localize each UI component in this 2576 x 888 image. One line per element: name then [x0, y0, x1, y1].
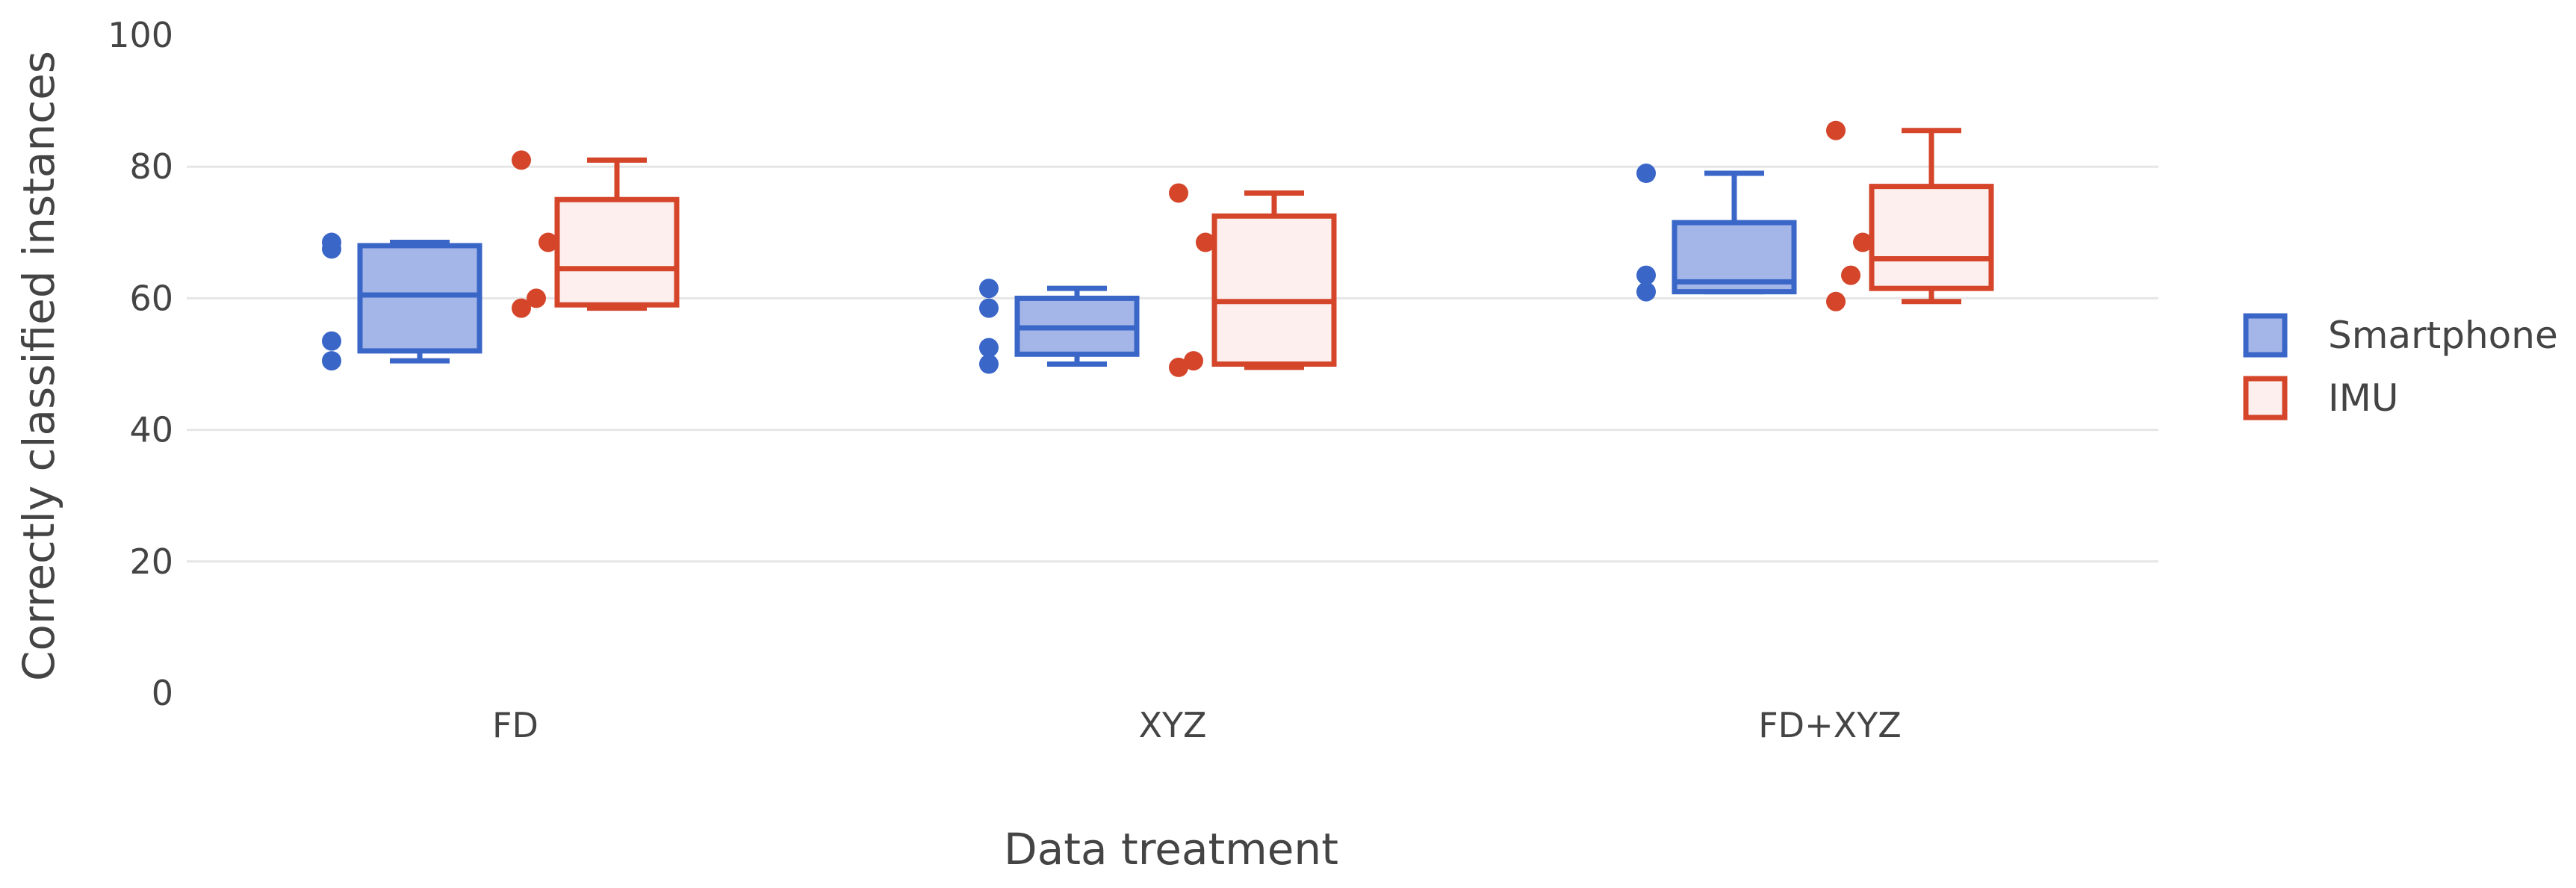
data-point	[1853, 232, 1872, 252]
legend-label: Smartphone	[2328, 314, 2558, 357]
box-imu-fd	[512, 150, 680, 318]
data-point	[979, 279, 999, 299]
data-point	[1841, 265, 1860, 285]
legend-swatch	[2243, 313, 2288, 358]
y-tick-label: 60	[129, 278, 173, 318]
data-point	[979, 338, 999, 358]
legend-swatch	[2243, 376, 2288, 420]
box-imu-fd+xyz	[1826, 120, 1994, 311]
data-point	[1196, 232, 1215, 252]
box-layer	[322, 120, 1994, 377]
data-point	[527, 288, 546, 308]
box-body	[1869, 184, 1994, 291]
data-point	[1169, 357, 1188, 377]
x-tick-label: FD	[492, 705, 539, 745]
box-smartphone-xyz	[979, 279, 1140, 374]
data-point	[322, 232, 341, 252]
box-body	[357, 243, 482, 354]
data-point	[1169, 183, 1188, 203]
data-point	[1636, 282, 1656, 302]
data-point	[1826, 291, 1846, 311]
data-point	[539, 232, 558, 252]
box-body	[554, 196, 680, 308]
y-tick-label: 40	[129, 410, 173, 450]
data-point	[979, 354, 999, 374]
data-point	[512, 150, 531, 170]
box-smartphone-fd+xyz	[1636, 164, 1797, 302]
data-point	[512, 298, 531, 318]
x-tick-label: XYZ	[1138, 705, 1206, 745]
x-tick-label: FD+XYZ	[1758, 705, 1902, 745]
data-point	[1636, 164, 1656, 184]
box-smartphone-fd	[322, 232, 482, 371]
x-axis-ticks: FD XYZ FD+XYZ	[492, 705, 1902, 745]
y-axis-ticks: 0 20 40 60 80 100	[108, 15, 173, 713]
box-body	[1211, 213, 1337, 367]
y-tick-label: 80	[129, 146, 173, 187]
data-point	[322, 351, 341, 371]
x-axis-title: Data treatment	[1004, 824, 1338, 875]
y-tick-label: 20	[129, 541, 173, 582]
legend-label: IMU	[2328, 376, 2398, 420]
legend: Smartphone IMU	[2243, 313, 2558, 420]
data-point	[979, 298, 999, 318]
data-point	[322, 331, 341, 351]
data-point	[1826, 120, 1846, 140]
y-tick-label: 100	[108, 15, 173, 55]
data-point	[1636, 265, 1656, 285]
box-imu-xyz	[1169, 183, 1337, 377]
y-axis-title: Correctly classified instances	[13, 51, 64, 681]
data-point	[1184, 351, 1203, 371]
y-tick-label: 0	[152, 673, 173, 713]
